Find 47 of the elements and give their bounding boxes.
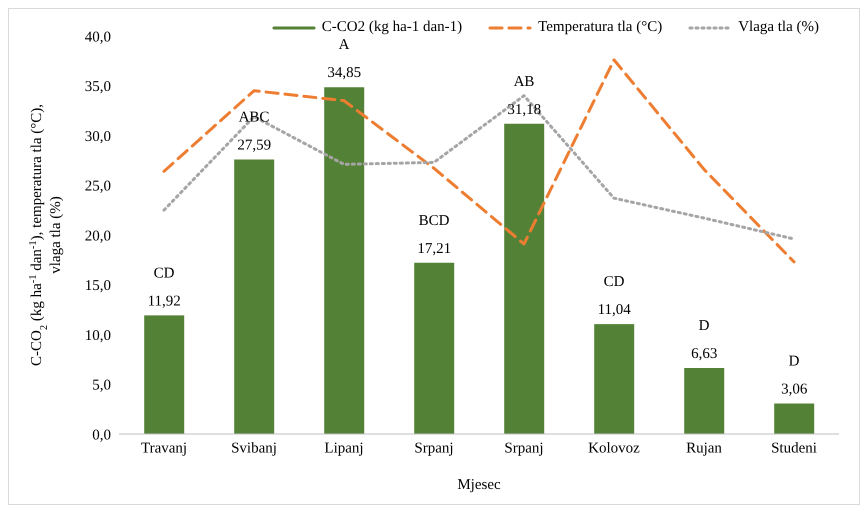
y-tick-label: 5,0 [92,378,111,394]
data-label: 11,92 [148,293,181,310]
annotation: BCD [418,212,450,229]
x-tick-label: Srpanj [414,440,454,457]
data-label: 3,06 [781,382,808,398]
y-tick-label: 15,0 [84,278,111,294]
line-series [162,94,796,240]
x-tick-label: Svibanj [231,440,277,457]
y-tick-label: 0,0 [92,427,111,444]
annotation: D [788,354,800,370]
bar [594,324,634,434]
y-tick-label: 35,0 [84,79,111,96]
annotation: A [338,37,350,54]
bar [234,159,274,434]
annotation: AB [514,74,534,90]
bar [504,124,544,434]
x-tick-label: Kolovoz [588,440,640,457]
y-tick-label: 30,0 [84,128,111,145]
data-label: 11,04 [598,302,632,318]
bar [414,262,454,434]
y-tick-label: 40,0 [84,29,111,46]
legend-label: Vlaga tla (%) [738,19,819,36]
y-tick-label: 25,0 [84,178,111,195]
bar [684,368,724,434]
annotation: ABC [238,109,270,126]
x-tick-label: Lipanj [324,440,364,457]
x-tick-label: Travanj [140,440,188,457]
data-label: 27,59 [237,137,272,154]
x-tick-label: Rujan [686,440,722,457]
x-tick-label: Srpanj [504,440,544,457]
annotation: D [698,318,710,334]
bar [774,404,814,434]
bar [324,87,364,434]
line-series [162,58,796,264]
annotation: CD [154,265,175,282]
bar [144,315,184,434]
x-tick-label: Studeni [771,440,817,457]
data-label: 34,85 [327,65,362,82]
data-label: 17,21 [417,240,452,257]
y-tick-label: 20,0 [84,228,111,244]
data-label: 6,63 [691,346,718,362]
x-axis-title: Mjesec [457,477,501,493]
y-tick-label: 10,0 [84,328,111,344]
legend-label: C-CO2 (kg ha-1 dan-1) [322,19,462,36]
legend-label: Temperatura tla (°C) [538,19,662,36]
data-label: 31,18 [507,102,542,118]
annotation: CD [604,274,625,290]
